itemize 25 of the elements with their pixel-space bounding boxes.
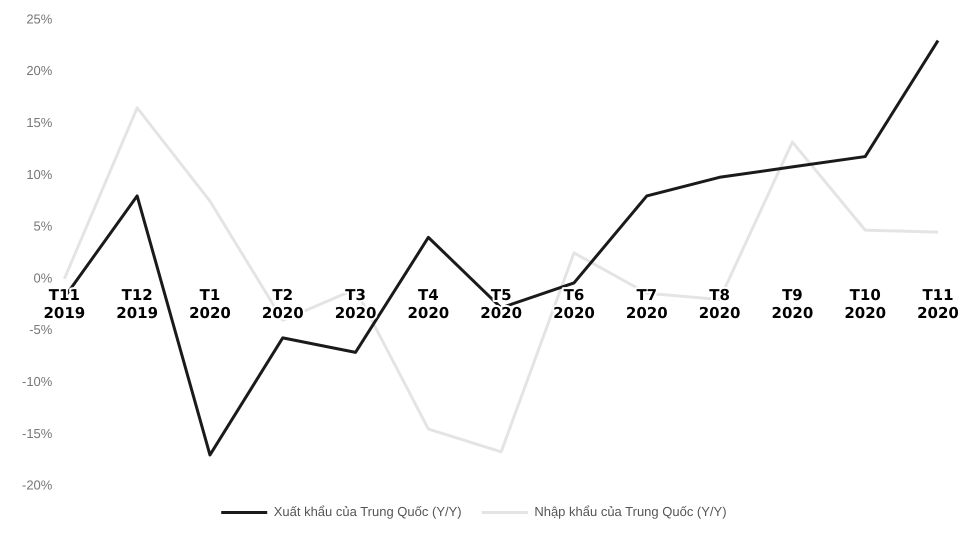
legend-label: Xuất khẩu của Trung Quốc (Y/Y) (274, 504, 462, 520)
x-tick-label: T3 2020 (334, 286, 376, 322)
x-tick-label: T9 2020 (772, 286, 814, 322)
x-tick-label: T6 2020 (553, 286, 595, 322)
x-tick-label: T12 2019 (116, 286, 158, 322)
y-tick-label: 5% (34, 218, 53, 234)
legend-label: Nhập khẩu của Trung Quốc (Y/Y) (534, 504, 727, 520)
y-tick-label: -15% (22, 426, 53, 441)
y-tick-label: 20% (26, 63, 53, 78)
x-tick-label: T10 2020 (844, 286, 886, 322)
y-tick-label: 25% (26, 11, 53, 26)
y-tick-label: -10% (22, 374, 53, 389)
x-tick-label: T7 2020 (626, 286, 668, 322)
y-tick-label: 0% (34, 270, 53, 286)
x-tick-label: T4 2020 (407, 286, 450, 322)
x-tick-label: T2 2020 (262, 286, 304, 322)
x-tick-label: T5 2020 (480, 286, 522, 322)
y-tick-label: 15% (26, 114, 53, 130)
y-tick-label: 10% (26, 166, 53, 182)
x-tick-label: T8 2020 (698, 286, 740, 322)
x-tick-label: T11 2020 (917, 286, 959, 322)
x-tick-label: T11 2019 (43, 286, 86, 322)
x-tick-label: T1 2020 (189, 286, 231, 322)
y-tick-label: -20% (22, 478, 53, 493)
y-tick-label: -5% (29, 322, 53, 338)
